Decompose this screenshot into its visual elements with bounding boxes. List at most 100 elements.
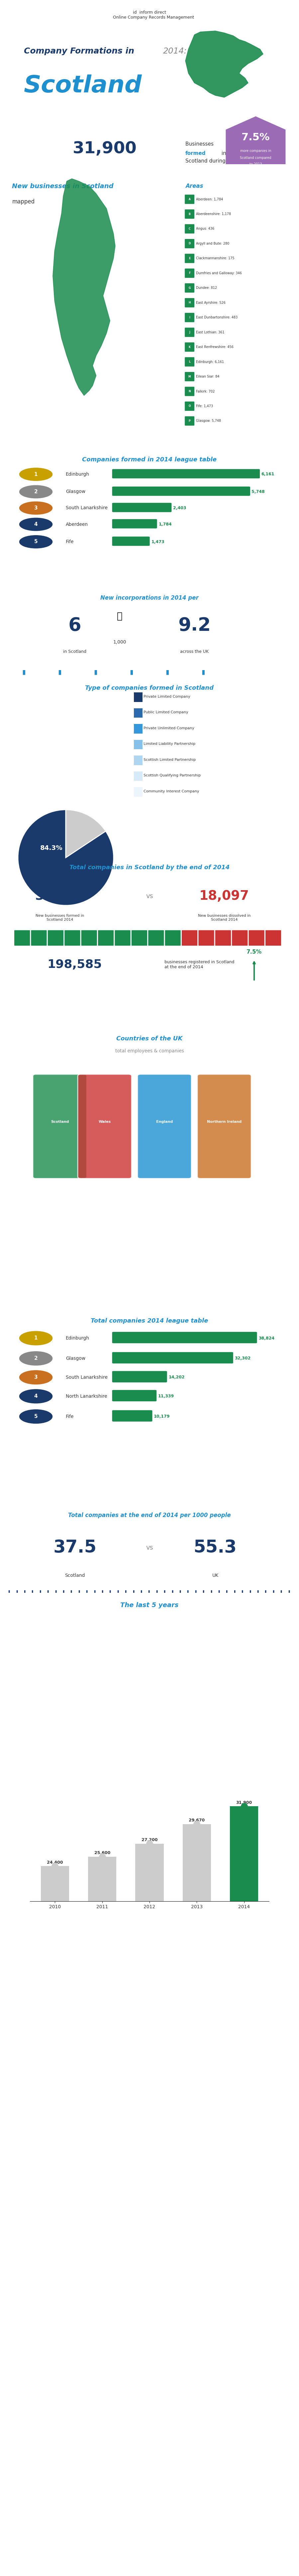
FancyBboxPatch shape	[185, 417, 194, 425]
Text: 24,400: 24,400	[47, 1860, 63, 1865]
FancyBboxPatch shape	[112, 502, 172, 513]
Text: ▮: ▮	[58, 670, 62, 675]
Text: ▮: ▮	[210, 1589, 212, 1592]
Text: 27,200: 27,200	[141, 1837, 158, 1842]
Text: 5: 5	[34, 538, 38, 544]
Text: 👤: 👤	[117, 611, 122, 621]
FancyBboxPatch shape	[134, 693, 143, 701]
Circle shape	[19, 469, 52, 482]
Text: Community Interest Company: Community Interest Company	[144, 791, 199, 793]
Text: North Lanarkshire: North Lanarkshire	[66, 1394, 107, 1399]
Text: Eilean Siar: 84: Eilean Siar: 84	[196, 376, 219, 379]
FancyBboxPatch shape	[134, 755, 143, 765]
Text: 9.2: 9.2	[178, 616, 211, 634]
FancyBboxPatch shape	[48, 930, 64, 945]
FancyBboxPatch shape	[112, 1370, 167, 1383]
Text: East Lothian: 361: East Lothian: 361	[196, 330, 224, 335]
Text: 31,900: 31,900	[236, 1801, 252, 1806]
Text: in: in	[220, 152, 226, 155]
Text: 14,202: 14,202	[169, 1376, 184, 1381]
Circle shape	[19, 1352, 52, 1365]
Text: ▮: ▮	[62, 1589, 64, 1592]
Text: ▮: ▮	[16, 1589, 18, 1592]
Text: J: J	[189, 330, 190, 335]
Text: Fife: Fife	[66, 538, 74, 544]
Polygon shape	[53, 178, 115, 397]
FancyBboxPatch shape	[248, 930, 265, 945]
Text: ▮: ▮	[8, 1589, 10, 1592]
Wedge shape	[18, 809, 114, 904]
Text: ▮: ▮	[94, 1589, 95, 1592]
Text: G: G	[189, 286, 190, 289]
FancyBboxPatch shape	[185, 224, 194, 234]
FancyBboxPatch shape	[112, 536, 150, 546]
Text: M: M	[188, 376, 191, 379]
Text: mapped: mapped	[12, 198, 35, 204]
Text: New businesses dissolved in
Scotland 2014: New businesses dissolved in Scotland 201…	[198, 914, 251, 922]
Text: 1,784: 1,784	[158, 523, 172, 526]
Text: A: A	[189, 198, 190, 201]
Text: ▮: ▮	[179, 1589, 181, 1592]
Text: ▮: ▮	[109, 1589, 111, 1592]
Text: in Scotland: in Scotland	[63, 649, 86, 654]
FancyBboxPatch shape	[112, 1352, 233, 1363]
Circle shape	[19, 1332, 52, 1345]
Text: 55.3: 55.3	[194, 1538, 237, 1556]
Text: 1: 1	[34, 471, 38, 477]
Text: Wales: Wales	[98, 1121, 111, 1123]
Text: B: B	[189, 214, 190, 216]
Text: 198,585: 198,585	[48, 958, 102, 971]
Text: ▮: ▮	[202, 670, 205, 675]
Text: 4: 4	[34, 1394, 38, 1399]
FancyBboxPatch shape	[215, 930, 231, 945]
Text: Countries of the UK: Countries of the UK	[116, 1036, 183, 1041]
Text: more companies in: more companies in	[240, 149, 271, 152]
Text: H: H	[188, 301, 191, 304]
Bar	[135, 1844, 164, 2061]
Text: Falkirk: 702: Falkirk: 702	[196, 389, 215, 394]
Text: Edinburgh: Edinburgh	[66, 1337, 89, 1340]
Text: ▮: ▮	[280, 1589, 282, 1592]
FancyBboxPatch shape	[134, 788, 143, 796]
Text: Private Limited Company: Private Limited Company	[144, 696, 190, 698]
Text: East Ayrshire: 526: East Ayrshire: 526	[196, 301, 225, 304]
Text: Scotland compared: Scotland compared	[240, 157, 271, 160]
Text: K: K	[189, 345, 190, 348]
Text: 6: 6	[68, 616, 81, 634]
Text: 1,000: 1,000	[113, 639, 126, 644]
Text: informdirect.co.uk: informdirect.co.uk	[121, 1919, 178, 1924]
FancyBboxPatch shape	[148, 930, 164, 945]
Text: Companies formed in 2014 league table: Companies formed in 2014 league table	[82, 456, 217, 464]
Text: 31,900: 31,900	[35, 889, 85, 902]
FancyBboxPatch shape	[134, 708, 143, 719]
Text: ▮: ▮	[31, 1589, 33, 1592]
FancyBboxPatch shape	[185, 299, 194, 307]
Text: England: England	[156, 1121, 173, 1123]
FancyBboxPatch shape	[112, 487, 250, 495]
Text: Scotland during 2014: Scotland during 2014	[185, 160, 240, 165]
FancyBboxPatch shape	[115, 930, 131, 945]
Circle shape	[19, 1409, 52, 1425]
Polygon shape	[226, 116, 286, 165]
Text: 38,824: 38,824	[259, 1337, 274, 1340]
Text: Total companies 2014 league table: Total companies 2014 league table	[91, 1319, 208, 1324]
Text: ▮: ▮	[218, 1589, 220, 1592]
Text: Type of companies formed in Scotland: Type of companies formed in Scotland	[85, 685, 214, 690]
Text: L: L	[189, 361, 190, 363]
FancyBboxPatch shape	[185, 240, 194, 247]
Text: ▮: ▮	[171, 1589, 173, 1592]
Text: Fife: 1,473: Fife: 1,473	[196, 404, 213, 407]
FancyBboxPatch shape	[185, 402, 194, 410]
Text: ▮: ▮	[148, 1589, 150, 1592]
Text: New incorporations in 2014 per: New incorporations in 2014 per	[100, 595, 199, 600]
Text: Fife: Fife	[66, 1414, 74, 1419]
Text: ▮: ▮	[187, 1589, 189, 1592]
FancyBboxPatch shape	[232, 930, 248, 945]
Text: ▮: ▮	[164, 1589, 165, 1592]
Text: Scotland: Scotland	[24, 75, 142, 98]
Text: 3: 3	[34, 505, 38, 510]
Text: Public Limited Company: Public Limited Company	[144, 711, 188, 714]
Text: D: D	[188, 242, 191, 245]
Text: 2: 2	[34, 489, 38, 495]
Circle shape	[19, 484, 52, 497]
